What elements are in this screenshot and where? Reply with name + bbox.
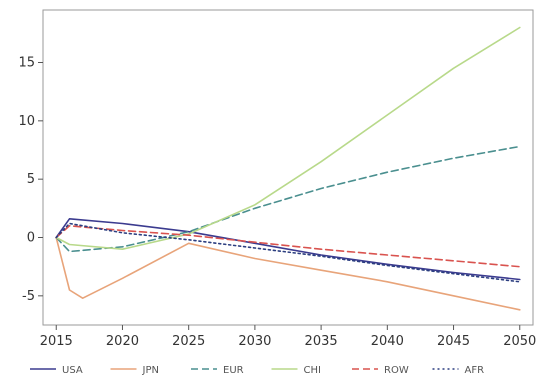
- y-tick-label: 10: [18, 114, 35, 129]
- series-lines: [55, 26, 521, 311]
- series-line-eur: [55, 145, 521, 253]
- x-tick-label: 2020: [106, 334, 139, 349]
- legend-label-jpn: JPN: [142, 365, 159, 376]
- legend-label-usa: USA: [62, 365, 83, 376]
- y-tick-label: -5: [22, 289, 35, 304]
- x-tick-label: 2030: [238, 334, 271, 349]
- series-line-usa: [55, 218, 521, 281]
- legend: USA JPN EUR CHI ROW AFR: [30, 365, 484, 376]
- legend-label-afr: AFR: [465, 365, 485, 376]
- x-tick-label: 2025: [172, 334, 205, 349]
- x-axis: 2015 2020 2025 2030 2035 2040 2045 2050: [40, 325, 536, 349]
- y-tick-label: 0: [27, 231, 35, 246]
- x-tick-label: 2040: [371, 334, 404, 349]
- y-tick-label: 5: [27, 172, 35, 187]
- y-tick-label: 15: [18, 56, 35, 71]
- x-tick-label: 2045: [437, 334, 470, 349]
- plot-area-frame: [42, 9, 534, 326]
- x-tick-label: 2015: [40, 334, 73, 349]
- legend-label-chi: CHI: [304, 365, 321, 376]
- series-line-jpn: [55, 236, 521, 311]
- x-tick-label: 2035: [305, 334, 338, 349]
- legend-label-eur: EUR: [223, 365, 244, 376]
- series-line-row: [55, 225, 521, 268]
- series-line-chi: [55, 26, 521, 250]
- legend-label-row: ROW: [384, 365, 409, 376]
- y-axis: -5 0 5 10 15: [18, 56, 43, 304]
- x-tick-label: 2050: [503, 334, 536, 349]
- series-line-afr: [55, 222, 521, 283]
